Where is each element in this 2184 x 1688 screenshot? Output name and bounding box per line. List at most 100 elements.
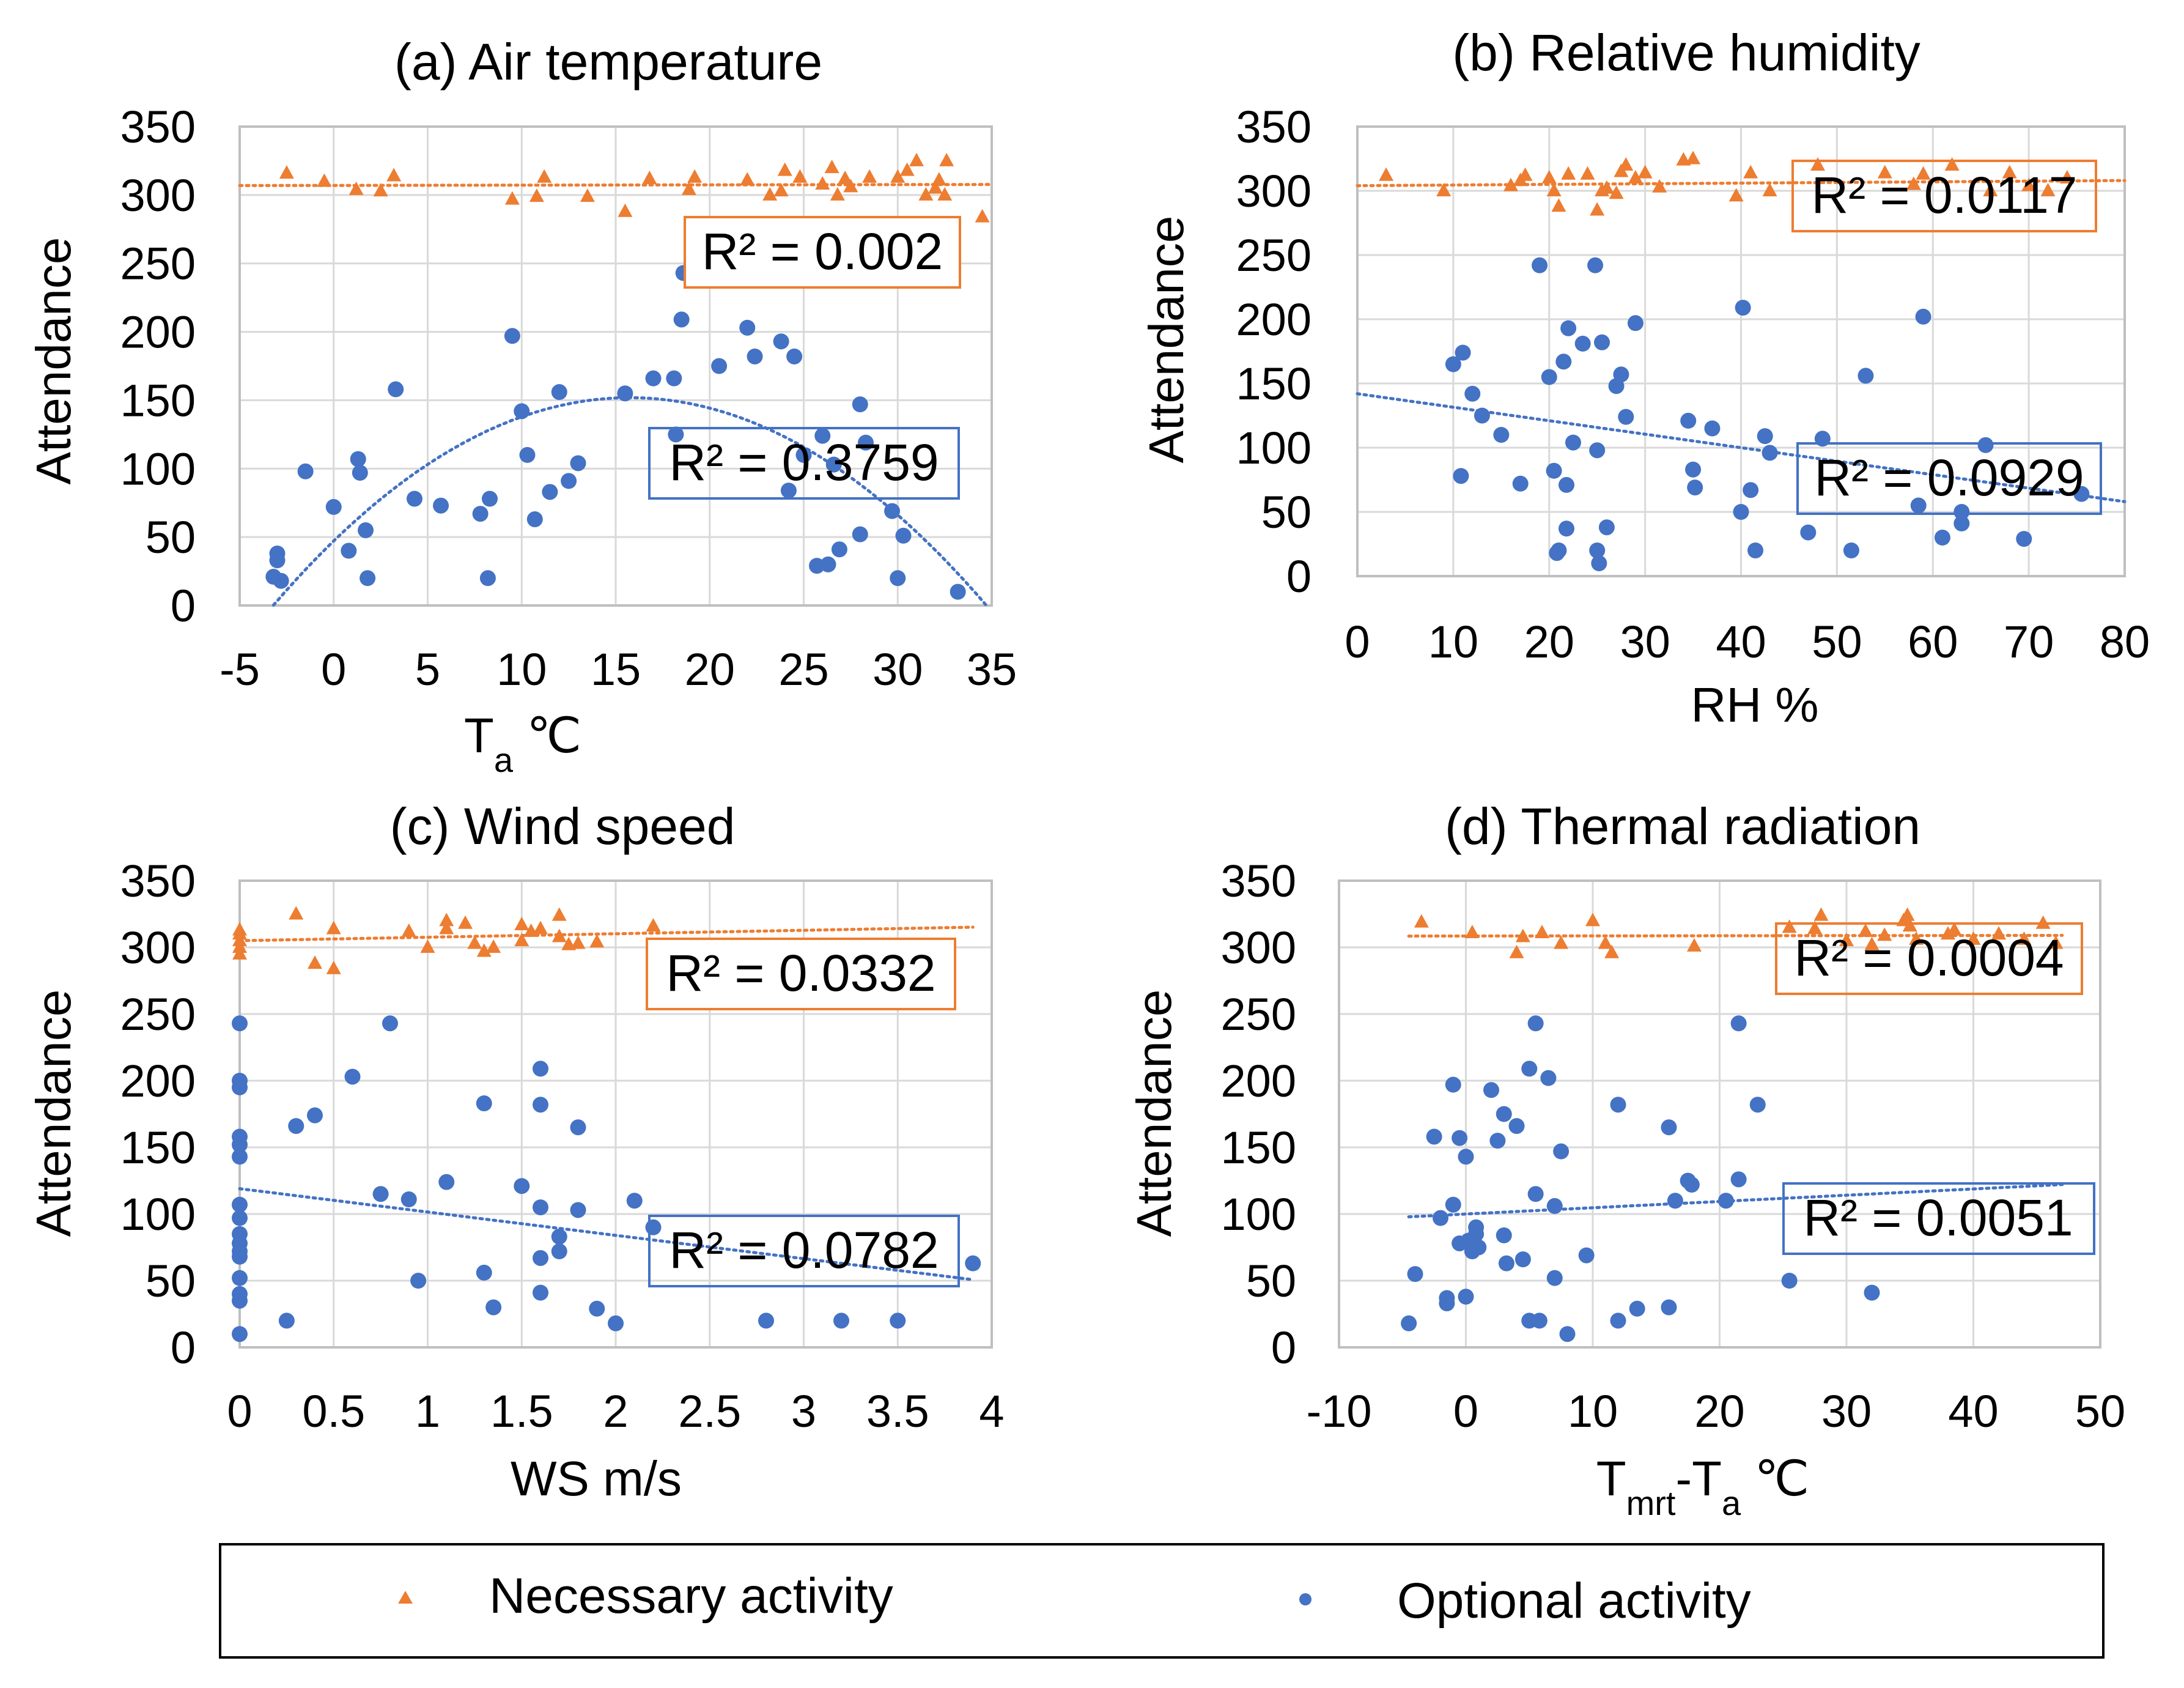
y-tick-label: 250	[120, 989, 196, 1040]
necessary-trendline	[238, 183, 994, 187]
necessary-point	[1503, 177, 1518, 191]
optional-point	[1489, 1133, 1506, 1149]
optional-point	[542, 484, 558, 500]
svg-text:R² = 0.0332: R² = 0.0332	[666, 944, 935, 1002]
necessary-point	[2002, 165, 2017, 179]
optional-point	[438, 1174, 455, 1190]
necessary-point	[349, 181, 364, 195]
chart-air-temperature: (a) Air temperature Attendance Ta ℃ -5 0 5…	[26, 33, 1017, 779]
necessary-point	[1810, 157, 1825, 171]
necessary-point	[326, 920, 341, 935]
x-tick-label: 0	[1453, 1386, 1478, 1437]
optional-point	[519, 446, 536, 463]
optional-point	[561, 473, 577, 489]
optional-point	[890, 570, 906, 587]
chart-thermal-radiation: (d) Thermal radiation Attendance Tmrt-Ta…	[1127, 798, 2125, 1522]
y-tick-label: 150	[1221, 1122, 1296, 1173]
optional-point	[551, 1243, 567, 1260]
necessary-point	[642, 171, 657, 185]
legend-optional-label: Optional activity	[1397, 1573, 1751, 1629]
optional-point	[1453, 468, 1469, 484]
chart-wind-speed: (c) Wind speed Attendance WS m/s 0 0.5 1 1.…	[26, 798, 1005, 1506]
x-tick-label: 80	[2100, 616, 2150, 667]
x-tick-label: 0	[227, 1386, 252, 1437]
necessary-point	[1515, 928, 1530, 942]
optional-point	[1613, 366, 1629, 383]
x-tick-label: 1	[415, 1386, 440, 1437]
y-tick-label: 200	[120, 1056, 196, 1106]
optional-point	[1589, 442, 1606, 459]
x-tick-label: 0	[321, 644, 346, 695]
x-tick-label: 35	[967, 644, 1017, 695]
necessary-point	[1546, 183, 1562, 196]
y-tick-label: 300	[1236, 166, 1312, 217]
optional-point	[668, 426, 684, 443]
optional-point	[232, 1015, 248, 1032]
optional-point	[1910, 497, 1927, 514]
necessary-point	[1906, 176, 1921, 190]
x-tick-label: 3.5	[866, 1386, 929, 1437]
optional-point	[1508, 1118, 1525, 1135]
necessary-point	[476, 943, 492, 957]
necessary-point	[439, 912, 454, 927]
r2-label-necessary: R² = 0.0332	[646, 938, 956, 1010]
x-tick-label: 20	[1524, 616, 1574, 667]
necessary-point	[1687, 938, 1702, 952]
svg-text:R² = 0.0004: R² = 0.0004	[1794, 929, 2064, 987]
optional-point	[325, 498, 342, 515]
optional-point	[780, 483, 797, 499]
optional-point	[1733, 504, 1749, 520]
necessary-point	[373, 183, 388, 197]
necessary-point	[1561, 166, 1576, 180]
x-tick-label: -5	[220, 644, 260, 695]
optional-point	[1445, 1076, 1461, 1093]
svg-text:R² = 0.0051: R² = 0.0051	[1803, 1189, 2073, 1246]
necessary-point	[2040, 183, 2056, 196]
necessary-point	[279, 165, 294, 179]
necessary-point	[401, 923, 416, 937]
necessary-point	[838, 171, 853, 185]
optional-point	[1551, 542, 1567, 558]
optional-point	[1560, 320, 1577, 336]
x-axis-label: Ta ℃	[464, 708, 581, 779]
necessary-point	[1944, 157, 1960, 171]
necessary-point	[504, 191, 520, 205]
necessary-point	[1877, 165, 1892, 179]
optional-point	[551, 384, 567, 401]
optional-point	[504, 328, 520, 344]
necessary-point	[589, 934, 605, 948]
necessary-point	[1580, 166, 1595, 180]
y-tick-label: 150	[120, 375, 196, 426]
optional-point	[1747, 542, 1764, 558]
necessary-point	[1902, 918, 1917, 932]
x-tick-label: 5	[415, 644, 440, 695]
optional-point	[673, 311, 690, 328]
y-tick-label: 50	[1261, 487, 1312, 538]
optional-point	[476, 1264, 492, 1281]
x-tick-label: 50	[2075, 1386, 2125, 1437]
optional-point	[1559, 1326, 1576, 1342]
necessary-point	[1743, 165, 1758, 179]
optional-point	[269, 552, 286, 569]
optional-point	[1493, 427, 1510, 443]
optional-point	[551, 1229, 567, 1245]
optional-point	[1468, 1226, 1485, 1242]
necessary-point	[537, 169, 552, 183]
optional-point	[1717, 1193, 1734, 1209]
optional-point	[1627, 315, 1644, 331]
optional-point	[1735, 300, 1751, 316]
necessary-point	[1585, 912, 1600, 927]
x-tick-label: 70	[2004, 616, 2054, 667]
necessary-point	[552, 928, 567, 942]
optional-point	[1743, 482, 1759, 498]
necessary-point	[1782, 919, 1797, 933]
optional-point	[360, 570, 376, 587]
necessary-point	[1554, 935, 1569, 949]
optional-point	[533, 1284, 548, 1301]
y-tick-label: 350	[1221, 856, 1296, 906]
optional-point	[1546, 1270, 1563, 1286]
x-tick-label: -10	[1307, 1386, 1372, 1437]
x-tick-label: 0.5	[302, 1386, 365, 1437]
optional-point	[1574, 335, 1591, 352]
svg-text:R² = 0.002: R² = 0.002	[702, 223, 943, 280]
